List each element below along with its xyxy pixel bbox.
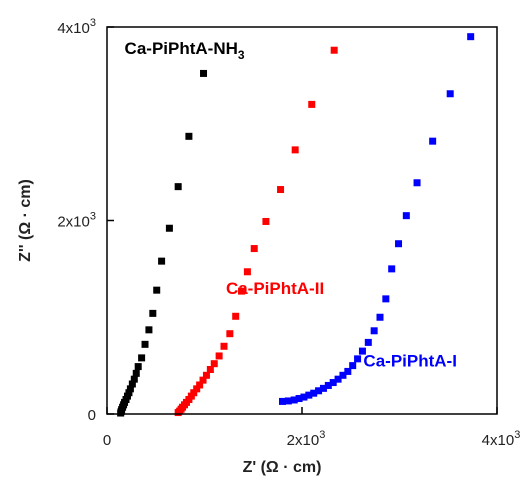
data-point [138,354,146,362]
data-point [330,46,338,54]
data-point [134,363,142,371]
x-tick-label-exponent: 3 [319,429,325,441]
data-point [284,397,292,405]
data-point [446,90,454,98]
x-tick-label: 2x103 [287,429,326,449]
data-point [277,186,285,194]
data-point [128,380,136,388]
series-label-subscript: 3 [238,48,245,62]
data-point [141,340,149,348]
x-tick-label: 4x103 [482,429,521,449]
data-point [145,326,153,334]
y-tick-label-exponent: 3 [90,211,96,223]
data-point [262,217,270,225]
data-point [196,381,204,389]
data-point [291,146,299,154]
data-point [132,369,140,377]
data-point [125,389,133,397]
data-point [413,179,421,187]
y-tick-label-exponent: 3 [90,17,96,29]
data-point [364,338,372,346]
data-point [349,362,357,370]
x-tick-label-exponent: 3 [514,429,520,441]
data-point [395,240,403,248]
data-point [358,347,366,355]
data-point [250,245,258,253]
data-point [238,287,246,295]
x-tick-label: 0 [103,432,111,449]
data-point [200,69,208,77]
data-point [210,360,218,368]
data-point [158,257,166,265]
axis-ticks: 0 2x103 4x103 0 2x103 4x103 [57,17,520,449]
data-point [310,389,318,397]
data-point [344,367,352,375]
series-label-1: Ca-PiPhtA-NH3 [125,39,245,62]
series-2 [174,46,338,417]
y-tick-label: 2x103 [57,211,96,231]
data-point [202,371,210,379]
data-point [165,224,173,232]
data-point [215,352,223,360]
data-point [243,268,251,276]
data-point [206,365,214,373]
data-point [370,327,378,335]
data-point [193,385,201,393]
data-point [279,397,286,405]
data-point [300,393,308,401]
data-point [388,265,396,273]
data-point [190,389,198,397]
data-point [295,395,303,403]
data-point [315,387,323,395]
series-1 [117,69,208,417]
data-point [319,384,327,392]
plot-area: Ca-PiPhtA-NH3 Ca-PiPhtA-II Ca-PiPhtA-I [117,33,475,417]
data-point [226,330,234,338]
y-tick-label: 0 [88,407,96,424]
data-point [199,376,207,384]
data-point [290,396,298,404]
data-point [339,371,347,379]
data-point [382,295,390,303]
data-point [402,212,410,220]
data-point [429,137,437,145]
x-axis-title: Z' (Ω · cm) [243,459,322,476]
data-point [153,286,161,294]
data-point [232,312,240,320]
data-point [126,385,134,393]
series-label-3: Ca-PiPhtA-I [363,352,457,371]
data-point [354,355,362,363]
data-point [324,381,332,389]
series-label-2: Ca-PiPhtA-II [226,279,324,298]
data-point [467,33,475,41]
data-point [185,132,193,140]
data-point [149,309,157,317]
data-point [308,100,316,108]
data-point [220,342,228,350]
data-point [334,375,342,383]
y-tick-label: 4x103 [57,17,96,37]
data-point [329,379,337,387]
series-3 [279,33,475,405]
data-point [305,391,313,399]
data-point [174,183,182,191]
data-point [376,313,384,321]
data-point [130,375,138,383]
y-axis-title: Z'' (Ω · cm) [17,179,34,262]
